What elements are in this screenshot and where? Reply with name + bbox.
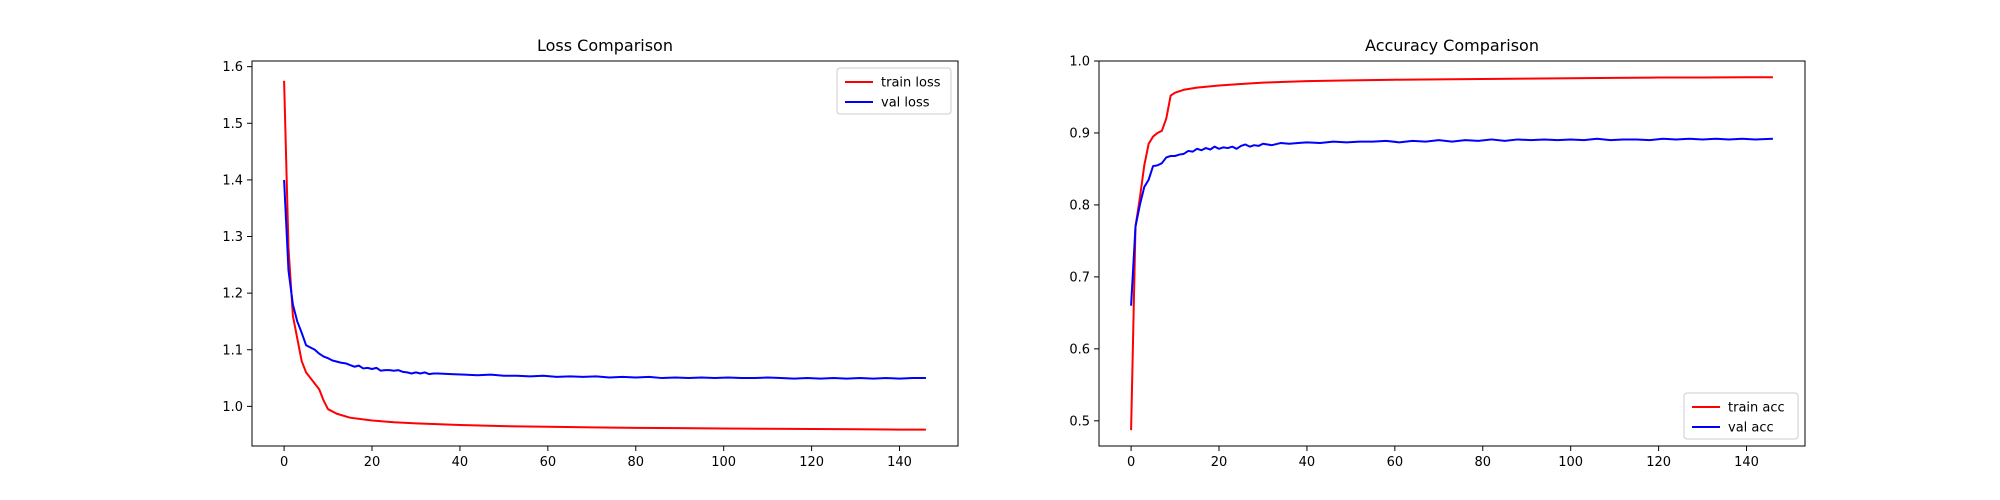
y-tick-label: 1.2	[222, 287, 243, 302]
legend-label: val acc	[1728, 421, 1774, 436]
x-tick-label: 120	[1646, 455, 1671, 470]
legend-label: val loss	[881, 96, 930, 111]
x-tick-label: 0	[1127, 455, 1135, 470]
chart-title: Loss Comparison	[537, 36, 673, 55]
series-line-val-loss	[283, 179, 926, 380]
x-tick-label: 140	[1734, 455, 1759, 470]
plot-frame	[1098, 60, 1806, 447]
series-line-val-acc	[1130, 137, 1773, 306]
x-tick-label: 20	[1211, 455, 1228, 470]
y-tick-label: 0.5	[1069, 414, 1090, 429]
legend-label: train loss	[881, 76, 941, 91]
y-tick-label: 1.3	[222, 230, 243, 245]
y-tick-label: 1.0	[1069, 55, 1090, 70]
x-tick-label: 40	[1299, 455, 1316, 470]
y-tick-label: 1.0	[222, 400, 243, 415]
x-tick-label: 0	[280, 455, 288, 470]
y-tick-label: 0.8	[1069, 198, 1090, 213]
x-tick-label: 80	[627, 455, 644, 470]
plot-frame	[251, 60, 959, 447]
x-tick-label: 120	[799, 455, 824, 470]
chart-title: Accuracy Comparison	[1365, 36, 1539, 55]
accuracy-chart: Accuracy Comparison 0 20 40 60 80 100 120 140 0.5…	[1069, 36, 1806, 470]
y-tick-label: 0.9	[1069, 126, 1090, 141]
y-tick-label: 1.4	[222, 173, 243, 188]
legend-label: train acc	[1728, 401, 1785, 416]
y-tick-label: 1.5	[222, 117, 243, 132]
loss-chart: Loss Comparison 0 20 40 60 80 100 120 140 1.0 1.1 1…	[222, 36, 959, 470]
y-tick-label: 0.6	[1069, 342, 1090, 357]
x-tick-label: 40	[452, 455, 469, 470]
x-tick-label: 60	[1387, 455, 1404, 470]
series-line-train-acc	[1130, 76, 1773, 431]
legend: train loss val loss	[836, 67, 952, 115]
y-tick-label: 1.1	[222, 343, 243, 358]
x-tick-label: 100	[1558, 455, 1583, 470]
y-tick-label: 0.7	[1069, 270, 1090, 285]
x-tick-label: 20	[364, 455, 381, 470]
series-line-train-loss	[283, 80, 926, 431]
legend: train acc val acc	[1683, 392, 1799, 440]
y-tick-label: 1.6	[222, 60, 243, 75]
x-tick-label: 80	[1474, 455, 1491, 470]
x-tick-label: 60	[540, 455, 557, 470]
x-tick-label: 100	[711, 455, 736, 470]
x-tick-label: 140	[887, 455, 912, 470]
